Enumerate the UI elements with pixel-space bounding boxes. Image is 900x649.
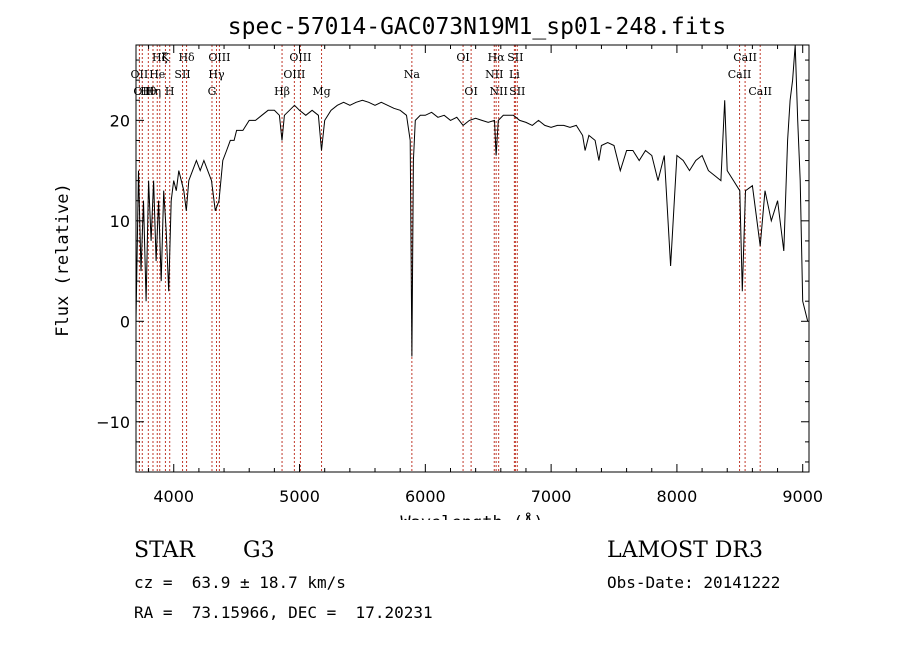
y-tick-label-1: 0 (120, 312, 130, 331)
redshift-info: cz = 63.9 ± 18.7 km/s (134, 573, 346, 592)
line-label-11: Hγ (208, 68, 225, 81)
x-axis: 4000 5000 6000 7000 8000 9000 (148, 45, 823, 506)
plot-frame (135, 44, 810, 473)
spectral-line-labels: OIIOIIHθHηHeHζKHSIIHδGHγOIIIHβOIIIOIIIMg… (131, 51, 772, 98)
line-label-4: He (149, 68, 165, 81)
line-label-20: NII (485, 68, 503, 81)
x-tick-label-2: 6000 (405, 487, 446, 506)
y-tick-label-2: 10 (110, 212, 130, 231)
line-label-0: OII (131, 68, 149, 81)
line-label-5: Hζ (152, 51, 168, 64)
line-label-25: SII (509, 85, 525, 98)
x-axis-label: Wavelength (Å) (400, 511, 543, 520)
x-tick-label-0: 4000 (153, 487, 194, 506)
spectrum-plot: spec-57014-GAC073N19M1_sp01-248.fits OII… (53, 14, 823, 520)
line-label-16: Mg (312, 85, 330, 98)
line-label-9: Hδ (178, 51, 195, 64)
survey-name: LAMOST DR3 (607, 538, 763, 563)
spectrum-series-flux (135, 44, 809, 357)
line-label-22: NII (490, 85, 508, 98)
y-axis-label: Flux (relative) (53, 183, 73, 337)
line-label-15: OIII (289, 51, 311, 64)
y-axis: −10 0 10 20 (96, 59, 809, 463)
line-label-17: Na (404, 68, 421, 81)
line-label-28: CaII (748, 85, 772, 98)
coordinates-info: RA = 73.15966, DEC = 17.20231 (134, 603, 433, 622)
line-label-21: Hα (488, 51, 506, 64)
x-tick-label-1: 5000 (279, 487, 320, 506)
line-label-24: SII (507, 51, 523, 64)
line-label-12: OIII (208, 51, 230, 64)
line-label-6: K (161, 51, 170, 64)
line-label-10: G (208, 85, 217, 98)
x-tick-label-3: 7000 (531, 487, 572, 506)
x-tick-label-5: 9000 (782, 487, 823, 506)
line-label-26: CaII (728, 68, 752, 81)
y-tick-label-3: 20 (110, 111, 130, 130)
line-label-3: Hη (145, 85, 161, 98)
x-tick-label-4: 8000 (657, 487, 698, 506)
line-label-13: Hβ (274, 85, 290, 98)
line-label-14: OIII (283, 68, 305, 81)
line-label-7: H (165, 85, 175, 98)
line-label-19: OI (464, 85, 477, 98)
object-subclass: G3 (243, 538, 275, 563)
line-label-2: Hθ (140, 85, 157, 98)
chart-title: spec-57014-GAC073N19M1_sp01-248.fits (228, 14, 727, 40)
line-label-27: CaII (733, 51, 757, 64)
line-label-1: OII (133, 85, 151, 98)
line-label-18: OI (456, 51, 469, 64)
line-label-8: SII (174, 68, 190, 81)
obs-date-info: Obs-Date: 20141222 (607, 573, 781, 592)
line-label-23: Li (509, 68, 520, 81)
y-tick-label-0: −10 (96, 413, 130, 432)
object-class: STAR (134, 538, 195, 563)
spectral-line-markers (138, 45, 761, 472)
